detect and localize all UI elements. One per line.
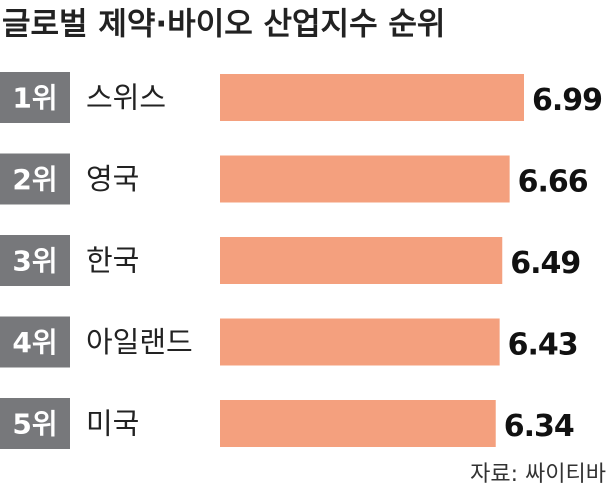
bar — [220, 237, 503, 284]
bar — [220, 74, 524, 121]
rank-label: 1위 — [12, 82, 57, 115]
source: 자료: 싸이티바 — [470, 462, 606, 487]
rank-box — [0, 153, 70, 205]
value-label: 6.99 — [532, 83, 602, 118]
value-label: 6.34 — [504, 409, 574, 444]
y-tick-label: 미국 — [86, 407, 139, 441]
bar — [220, 155, 510, 203]
rank-label: 3위 — [12, 245, 57, 278]
y-tick-label: 영국 — [86, 162, 139, 196]
value-label: 6.49 — [510, 246, 580, 281]
rank-box — [0, 398, 70, 449]
y-tick-label: 스위스 — [86, 81, 166, 115]
rank-box — [0, 72, 70, 123]
y-tick-label: 아일랜드 — [86, 325, 193, 359]
rank-label: 2위 — [12, 163, 57, 196]
value-label: 6.43 — [508, 328, 578, 363]
rank-box — [0, 235, 70, 286]
rank-box — [0, 316, 70, 368]
value-label: 6.66 — [518, 165, 588, 200]
chart-title: 글로벌 제약·바이오 산업지수 순위 — [2, 7, 445, 43]
bar — [220, 400, 496, 447]
rank-label: 4위 — [12, 326, 57, 359]
bar — [220, 318, 500, 366]
y-tick-label: 한국 — [86, 244, 139, 278]
rank-label: 5위 — [12, 408, 57, 441]
